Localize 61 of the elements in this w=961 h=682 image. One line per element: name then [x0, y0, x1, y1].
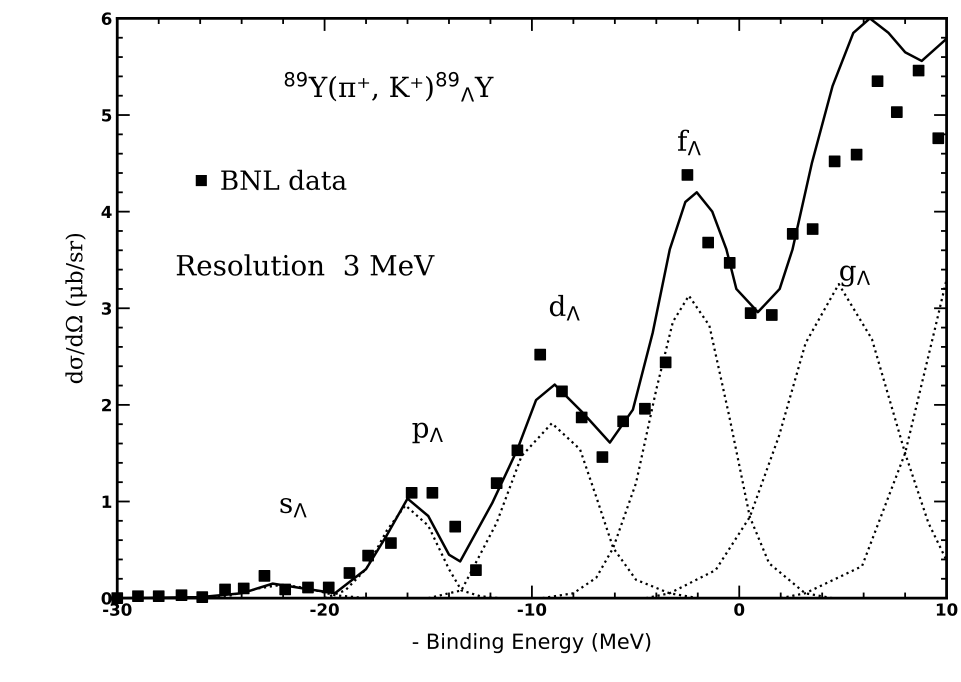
y-axis-title: dσ/dΩ (μb/sr) — [65, 234, 87, 384]
annotation: $^{89}$Y(π⁺, K⁺)$^{89}$$_{Λ}$Y — [284, 72, 494, 102]
point — [702, 236, 714, 248]
point — [786, 228, 799, 240]
point — [238, 582, 250, 594]
y-tick-label: 5 — [102, 109, 112, 122]
point — [617, 415, 629, 428]
annotation: g$_{Λ}$ — [840, 266, 870, 287]
point — [766, 309, 778, 321]
y-tick-label: 3 — [102, 302, 112, 315]
x-tick-label: -10 — [518, 603, 546, 616]
point — [470, 564, 482, 576]
point — [132, 590, 144, 602]
point — [912, 64, 924, 76]
point — [490, 477, 503, 489]
point — [279, 584, 292, 596]
annotation: d$_{Λ}$ — [550, 294, 580, 320]
point — [682, 169, 694, 181]
point — [639, 402, 651, 415]
x-tick-label: 10 — [936, 603, 958, 616]
point — [406, 486, 418, 499]
y-tick-label: 2 — [102, 398, 111, 412]
point — [385, 537, 397, 549]
point — [744, 307, 756, 319]
annotation: f$_{Λ}$ — [678, 130, 701, 156]
point — [872, 75, 884, 88]
point — [890, 106, 903, 118]
point — [932, 132, 944, 144]
point — [219, 584, 231, 596]
point — [556, 386, 568, 398]
x-tick-label: 0 — [734, 603, 744, 616]
point — [449, 520, 462, 532]
point — [176, 589, 188, 602]
annotation: s$_{Λ}$ — [280, 498, 307, 518]
point — [302, 582, 314, 594]
point — [362, 550, 374, 562]
x-axis-title: - Binding Energy (MeV) — [412, 632, 650, 654]
point — [828, 156, 840, 168]
point — [850, 148, 862, 160]
point — [660, 356, 672, 368]
point — [534, 348, 546, 360]
x-tick-label: -30 — [103, 603, 132, 616]
point — [724, 257, 736, 269]
point — [344, 567, 356, 579]
point — [426, 486, 438, 499]
point — [152, 590, 165, 602]
y-tick-label: 0 — [102, 592, 112, 605]
point — [322, 582, 335, 594]
point — [512, 444, 524, 456]
y-tick-label: 1 — [102, 496, 112, 508]
point — [596, 451, 608, 463]
y-tick-label: 6 — [102, 12, 112, 25]
annotation: p$_{Λ}$ — [412, 422, 443, 444]
legend-label: BNL data — [221, 170, 346, 190]
point — [196, 591, 208, 603]
point — [576, 412, 588, 424]
point — [806, 223, 818, 235]
x-tick-label: -20 — [310, 603, 339, 616]
annotation: Resolution 3 MeV — [176, 254, 435, 276]
point — [258, 570, 270, 582]
y-tick-label: 4 — [102, 206, 112, 218]
